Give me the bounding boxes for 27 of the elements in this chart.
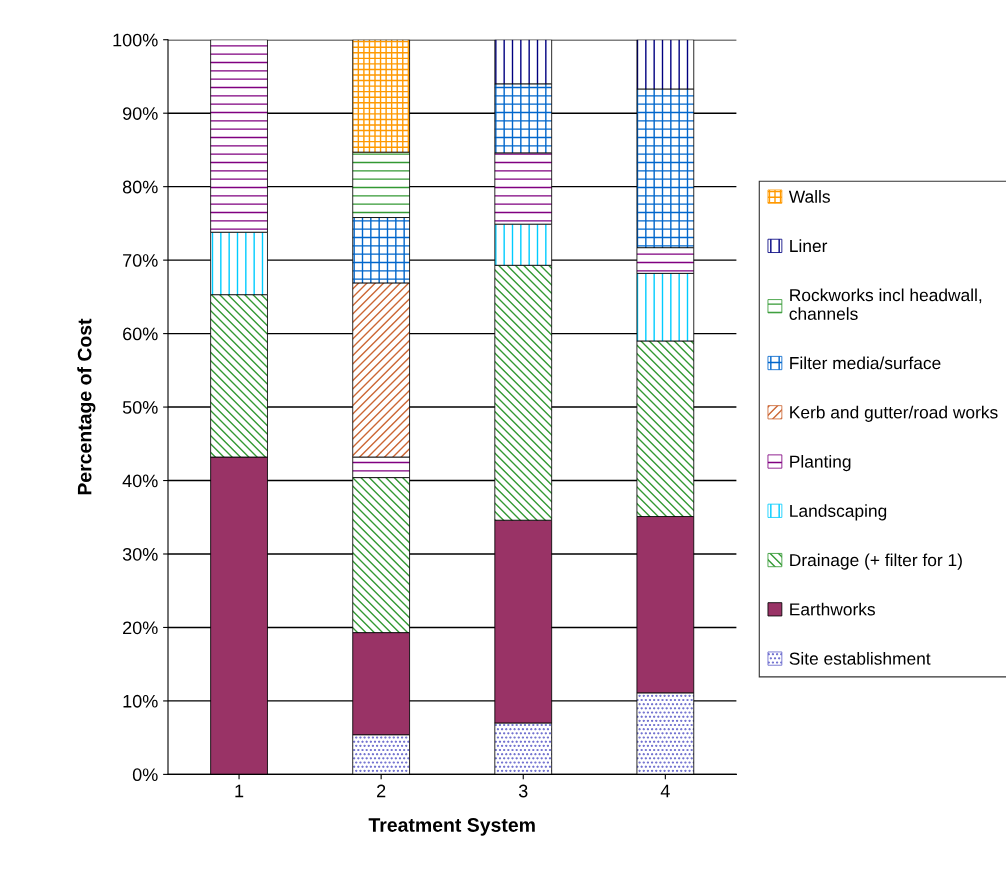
y-axis-title: Percentage of Cost — [77, 318, 96, 495]
legend-label: Landscaping — [790, 504, 887, 521]
y-tick-label: 0% — [132, 768, 158, 782]
y-tick-label: 50% — [122, 401, 158, 414]
x-tick-label: 2 — [377, 784, 386, 798]
y-tick-label: 80% — [122, 180, 158, 194]
y-tick-label: 40% — [122, 474, 158, 488]
legend-label: Filter media/surface — [790, 356, 941, 370]
legend-label: Planting — [790, 454, 851, 472]
legend-label: Site establishment — [789, 652, 931, 665]
legend-label: Walls — [788, 190, 830, 203]
legend-label: Drainage (+ filter for 1) — [790, 553, 962, 570]
x-tick-label: 3 — [518, 784, 528, 798]
y-tick-label: 60% — [123, 327, 158, 341]
x-axis-title: Treatment System — [368, 818, 535, 836]
legend-label: Earthworks — [790, 602, 875, 616]
legend-label: Rockworks incl headwall, channels — [789, 288, 982, 320]
y-tick-label: 10% — [123, 694, 158, 708]
x-tick-label: 1 — [235, 784, 244, 798]
x-tick-label: 4 — [660, 784, 670, 798]
y-tick-label: 90% — [122, 107, 158, 120]
y-tick-label: 20% — [123, 621, 158, 635]
y-tick-label: 30% — [122, 547, 158, 561]
legend-label: Kerb and gutter/road works — [790, 405, 998, 422]
legend-label: Liner — [790, 239, 828, 253]
y-tick-label: 70% — [123, 254, 158, 267]
y-tick-label: 100% — [113, 33, 158, 47]
